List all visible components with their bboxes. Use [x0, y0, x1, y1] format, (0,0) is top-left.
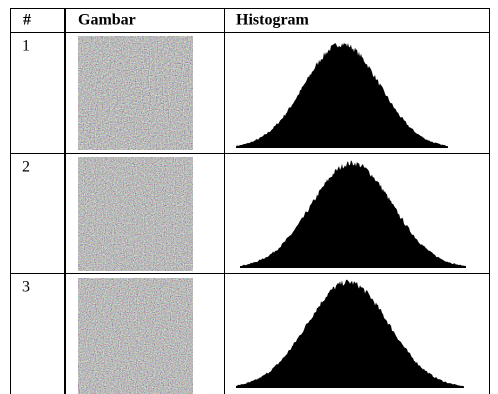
page: # Gambar Histogram 1 2 3 (() => { const … [0, 0, 498, 394]
header-cell: Gambar [78, 12, 136, 29]
histograms [236, 43, 466, 388]
row-number: 3 [22, 279, 30, 296]
noise-image [78, 36, 193, 150]
row-number: 2 [22, 159, 30, 176]
noise-image [78, 278, 193, 394]
histogram-image [240, 160, 466, 268]
noise-image [78, 157, 193, 271]
table: # Gambar Histogram 1 2 3 [0, 0, 498, 394]
header-cell: Histogram [236, 12, 310, 29]
header-cell: # [23, 12, 31, 29]
row-number: 1 [22, 38, 30, 55]
histogram-image [236, 280, 464, 388]
histogram-image [236, 43, 448, 148]
